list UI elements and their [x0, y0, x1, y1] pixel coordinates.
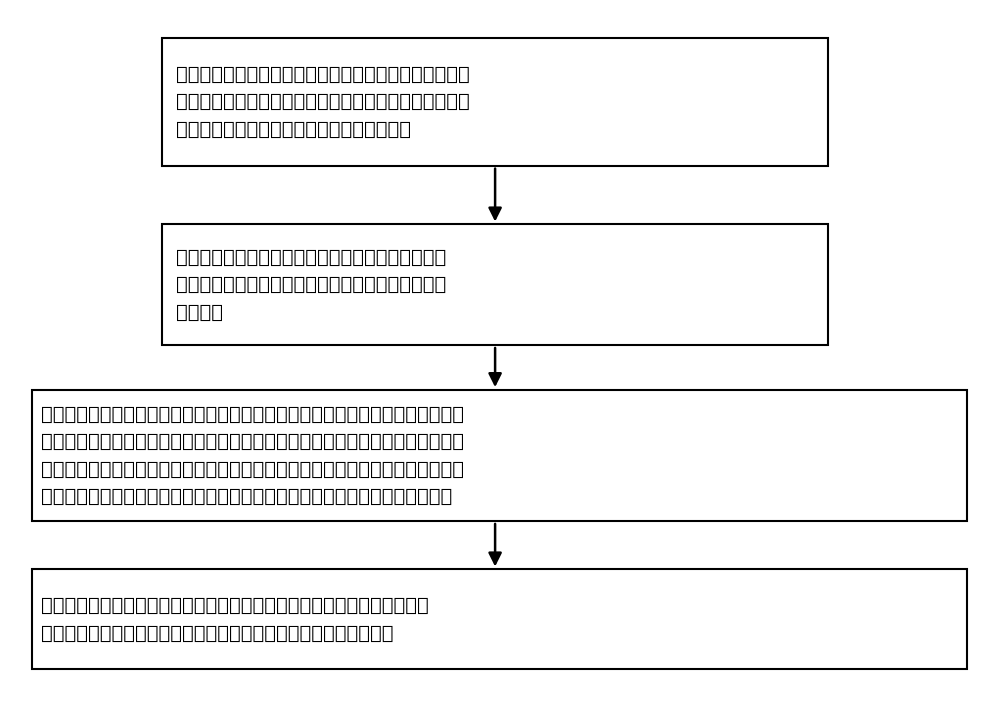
- Text: 对受模糊控制器作用的主动悬架系统模型进行路面冲击载荷模拟，选取并检测悬架
系统控制性能评价指标并确定各评价指标的加权系数，将评价指标及其加权系数代
入综合性能指: 对受模糊控制器作用的主动悬架系统模型进行路面冲击载荷模拟，选取并检测悬架 系统控…: [41, 405, 464, 506]
- Text: 将控制误差信号及其分数阶微分作为模糊控制器的输入变量，得到模糊控制
器的输出控制力，根据输出控制力实现对实际主动悬架系统的控制。: 将控制误差信号及其分数阶微分作为模糊控制器的输入变量，得到模糊控制 器的输出控制…: [41, 596, 429, 643]
- FancyBboxPatch shape: [162, 38, 828, 165]
- Text: 设计模糊控制器，该模糊控制器采用控制误差信号及
其分数阶微分信号作为输入量，悬架控制力作为控制
器输出；: 设计模糊控制器，该模糊控制器采用控制误差信号及 其分数阶微分信号作为输入量，悬架…: [176, 248, 446, 322]
- FancyBboxPatch shape: [32, 570, 967, 670]
- FancyBboxPatch shape: [162, 225, 828, 345]
- Text: 建立主动悬架系统模型，预设主动悬架系统的状态控制期
望，检测反馈悬架系统状态，根据控制期望计算获得控制
误差信号，定义控制误差信号的分数阶微分；: 建立主动悬架系统模型，预设主动悬架系统的状态控制期 望，检测反馈悬架系统状态，根…: [176, 65, 469, 139]
- FancyBboxPatch shape: [32, 390, 967, 521]
